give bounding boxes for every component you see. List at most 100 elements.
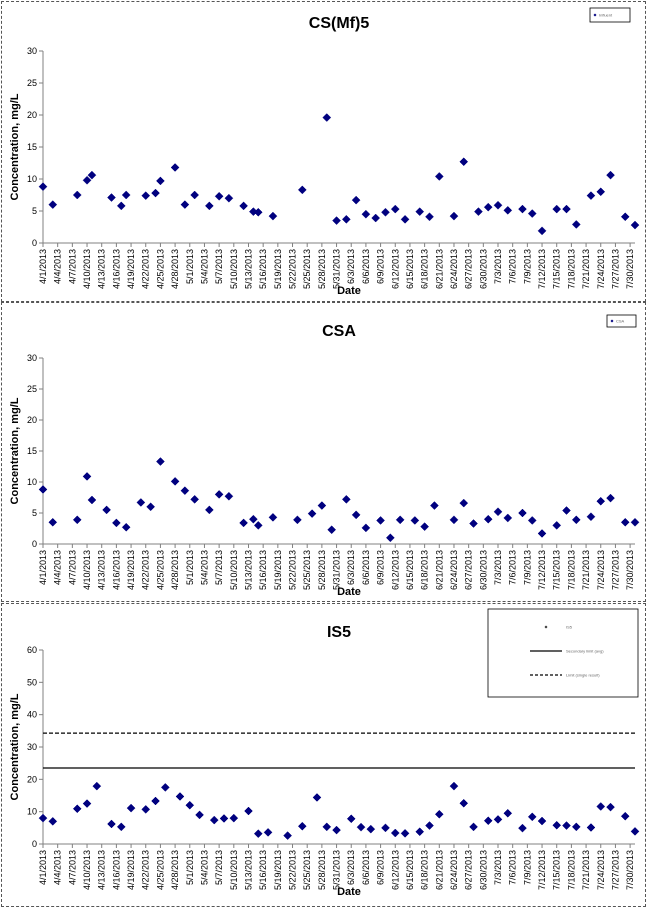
y-tick-label: 20 bbox=[27, 415, 37, 425]
data-point bbox=[518, 204, 527, 214]
chart-cs-mf5: CS(Mf)5 0 5 10 15 20 25 30 4/1/2013 4/4/2013 4/7/2… bbox=[9, 7, 640, 297]
data-point bbox=[263, 828, 273, 837]
data-point bbox=[317, 501, 327, 510]
data-point bbox=[268, 512, 278, 522]
legend-label: Limit (single result) bbox=[566, 673, 600, 678]
data-point bbox=[552, 820, 562, 830]
data-point bbox=[390, 828, 400, 838]
data-point bbox=[151, 188, 160, 198]
data-point bbox=[527, 209, 537, 218]
x-tick-label: 6/3/2013 bbox=[346, 550, 356, 585]
data-point bbox=[606, 493, 615, 503]
x-tick-label: 7/21/2013 bbox=[581, 550, 591, 590]
x-tick-label: 5/16/2013 bbox=[258, 249, 268, 289]
y-tick-label: 0 bbox=[32, 839, 37, 849]
x-tick-label: 6/12/2013 bbox=[390, 249, 400, 289]
data-point bbox=[48, 200, 58, 209]
x-tick-label: 5/25/2013 bbox=[302, 850, 312, 890]
data-point bbox=[214, 191, 224, 201]
data-point bbox=[596, 496, 606, 506]
data-point bbox=[586, 191, 596, 200]
x-tick-label: 5/31/2013 bbox=[332, 850, 342, 890]
data-point bbox=[571, 515, 581, 525]
data-point bbox=[552, 204, 562, 214]
data-point bbox=[562, 506, 571, 515]
x-tick-label: 5/19/2013 bbox=[273, 249, 283, 289]
data-point bbox=[571, 822, 581, 832]
legend-label: IS5 bbox=[566, 625, 573, 630]
y-tick-label: 10 bbox=[27, 807, 37, 817]
data-point bbox=[562, 821, 571, 830]
data-point bbox=[322, 822, 332, 832]
x-tick-label: 5/1/2013 bbox=[185, 249, 195, 284]
data-point bbox=[195, 810, 204, 820]
x-tick-label: 6/21/2013 bbox=[434, 850, 444, 890]
x-tick-label: 6/18/2013 bbox=[420, 850, 430, 890]
x-tick-label: 5/22/2013 bbox=[288, 550, 298, 590]
data-point bbox=[116, 822, 126, 832]
data-point bbox=[459, 498, 469, 508]
data-point bbox=[229, 813, 239, 823]
data-point bbox=[537, 816, 547, 826]
data-point bbox=[430, 501, 439, 510]
y-tick-label: 10 bbox=[27, 477, 37, 487]
data-point bbox=[219, 814, 229, 823]
data-point bbox=[239, 201, 248, 211]
x-tick-label: 6/9/2013 bbox=[376, 249, 386, 284]
y-tick-label: 5 bbox=[32, 206, 37, 216]
data-point bbox=[371, 213, 381, 223]
y-tick-label: 0 bbox=[32, 539, 37, 549]
data-point bbox=[204, 505, 214, 515]
data-point bbox=[483, 816, 493, 826]
data-point bbox=[239, 518, 248, 528]
x-tick-label: 4/16/2013 bbox=[111, 249, 121, 289]
data-point bbox=[630, 517, 640, 527]
data-point bbox=[415, 207, 425, 216]
data-point bbox=[527, 516, 537, 525]
x-tick-label: 6/15/2013 bbox=[405, 249, 415, 289]
y-tick-label: 25 bbox=[27, 384, 37, 394]
y-tick-label: 25 bbox=[27, 78, 37, 88]
data-point bbox=[170, 163, 180, 172]
x-tick-label: 6/9/2013 bbox=[376, 550, 386, 585]
x-tick-label: 7/27/2013 bbox=[610, 249, 620, 289]
x-tick-label: 5/13/2013 bbox=[243, 550, 253, 590]
data-point bbox=[571, 220, 581, 229]
data-point bbox=[483, 514, 493, 524]
data-point bbox=[48, 817, 58, 826]
data-point bbox=[204, 201, 214, 211]
data-point bbox=[381, 823, 390, 833]
data-point bbox=[395, 515, 405, 525]
x-tick-label: 5/10/2013 bbox=[229, 249, 239, 289]
x-tick-label: 6/12/2013 bbox=[390, 850, 400, 890]
data-point bbox=[151, 796, 160, 806]
data-point bbox=[190, 190, 200, 200]
y-axis-label: Concentration, mg/L bbox=[9, 693, 21, 800]
x-tick-label: 5/16/2013 bbox=[258, 550, 268, 590]
x-tick-label: 5/31/2013 bbox=[332, 249, 342, 289]
x-tick-label: 7/30/2013 bbox=[625, 850, 635, 890]
x-tick-label: 5/1/2013 bbox=[185, 850, 195, 885]
data-point bbox=[253, 207, 263, 217]
x-tick-label: 6/15/2013 bbox=[405, 550, 415, 590]
data-point bbox=[244, 806, 253, 816]
x-tick-label: 4/28/2013 bbox=[170, 850, 180, 890]
data-point bbox=[503, 206, 513, 215]
legend-label: CSA bbox=[616, 319, 625, 324]
data-point bbox=[596, 802, 606, 811]
x-tick-label: 4/19/2013 bbox=[126, 850, 136, 890]
data-point bbox=[141, 805, 151, 814]
x-tick-label: 5/4/2013 bbox=[199, 850, 209, 885]
y-tick-label: 15 bbox=[27, 446, 37, 456]
data-point bbox=[400, 828, 410, 838]
x-tick-label: 4/13/2013 bbox=[97, 249, 107, 289]
data-point bbox=[537, 529, 547, 538]
data-point bbox=[332, 216, 341, 225]
data-point bbox=[469, 519, 478, 528]
data-point bbox=[190, 495, 200, 504]
x-tick-label: 7/30/2013 bbox=[625, 550, 635, 590]
data-point bbox=[72, 190, 82, 200]
x-tick-label: 6/18/2013 bbox=[420, 249, 430, 289]
x-tick-label: 5/10/2013 bbox=[229, 850, 239, 890]
y-tick-label: 30 bbox=[27, 46, 37, 56]
